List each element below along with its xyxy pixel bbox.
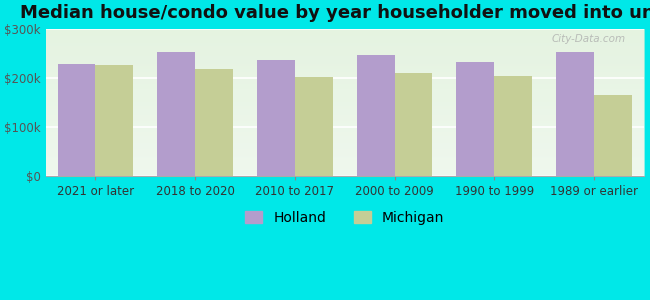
Bar	[456, 62, 494, 176]
Bar	[96, 65, 133, 176]
Bar	[594, 95, 632, 176]
Bar	[357, 55, 395, 176]
Bar	[58, 64, 96, 176]
Title: Median house/condo value by year householder moved into unit: Median house/condo value by year househo…	[20, 4, 650, 22]
Text: City-Data.com: City-Data.com	[552, 34, 626, 44]
Bar	[257, 60, 295, 176]
Bar	[157, 52, 195, 176]
Bar	[195, 69, 233, 176]
Bar	[395, 73, 432, 176]
Bar	[556, 52, 594, 176]
Bar	[494, 76, 532, 176]
Bar	[295, 77, 333, 176]
Legend: Holland, Michigan: Holland, Michigan	[240, 205, 450, 230]
